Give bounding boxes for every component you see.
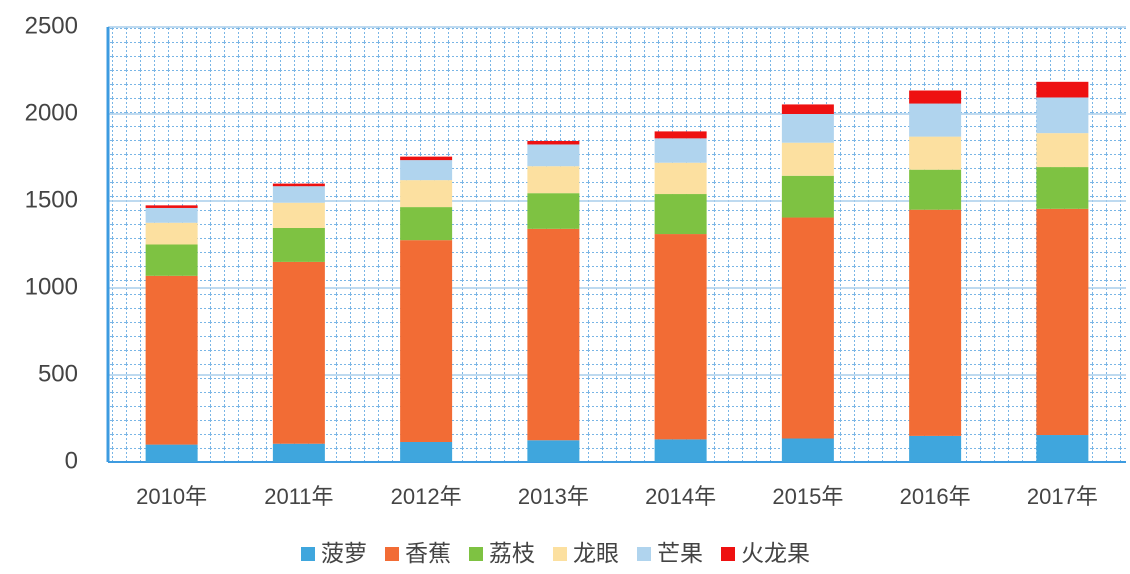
x-tick-label: 2013年: [518, 484, 589, 509]
bar-segment: [1036, 133, 1089, 168]
y-tick-label: 2500: [25, 12, 78, 39]
bar-segment: [654, 138, 707, 163]
bar-segment: [1036, 81, 1089, 98]
bar-segment: [527, 140, 580, 145]
bar-segment: [400, 156, 453, 161]
bar-segment: [1036, 435, 1089, 462]
bar-segment: [1036, 208, 1089, 436]
bar-segment: [145, 275, 198, 445]
legend-swatch: [385, 547, 399, 561]
y-tick-label: 1500: [25, 186, 78, 213]
bar-segment: [272, 202, 325, 228]
bar-segment: [909, 90, 962, 104]
legend-label: 荔枝: [489, 540, 535, 566]
bar-segment: [400, 160, 453, 181]
legend-swatch: [469, 547, 483, 561]
bar-segment: [654, 194, 707, 235]
bar-segment: [909, 103, 962, 137]
bar-segment: [527, 193, 580, 229]
bar-segment: [1036, 167, 1089, 209]
bar-segment: [272, 227, 325, 262]
bar-segment: [654, 131, 707, 139]
bar-segment: [400, 207, 453, 241]
x-tick-label: 2015年: [772, 484, 843, 509]
bar-segment: [781, 438, 834, 462]
bar-segment: [400, 240, 453, 442]
legend-swatch: [721, 547, 735, 561]
bar-segment: [654, 234, 707, 440]
legend-label: 火龙果: [741, 540, 810, 566]
bar-segment: [145, 444, 198, 462]
bar-segment: [909, 136, 962, 170]
bar-segment: [400, 180, 453, 208]
legend-swatch: [301, 547, 315, 561]
bar-segment: [781, 217, 834, 439]
legend-label: 芒果: [657, 540, 703, 566]
bar-segment: [781, 114, 834, 143]
bar-segment: [272, 186, 325, 203]
bar-segment: [909, 435, 962, 462]
bar-segment: [654, 162, 707, 195]
x-tick-label: 2010年: [136, 484, 207, 509]
bar-segment: [527, 228, 580, 441]
bar-segment: [145, 205, 198, 208]
legend-label: 菠萝: [321, 540, 367, 566]
bar-segment: [272, 261, 325, 444]
bar-segment: [781, 104, 834, 114]
legend-label: 龙眼: [573, 540, 619, 566]
bar-segment: [272, 443, 325, 462]
bar-segment: [145, 244, 198, 276]
bar-segment: [781, 142, 834, 176]
bar-segment: [781, 175, 834, 218]
bar-segment: [527, 440, 580, 462]
legend-label: 香蕉: [405, 540, 451, 566]
bar-segment: [145, 207, 198, 223]
x-tick-label: 2014年: [645, 484, 716, 509]
bar-segment: [1036, 97, 1089, 134]
bar-segment: [145, 222, 198, 245]
x-tick-label: 2016年: [900, 484, 971, 509]
x-tick-label: 2012年: [391, 484, 462, 509]
bar-segment: [909, 209, 962, 436]
bar-segment: [400, 441, 453, 462]
legend-swatch: [637, 547, 651, 561]
y-tick-label: 2000: [25, 99, 78, 126]
bar-segment: [527, 166, 580, 194]
y-tick-label: 0: [65, 447, 78, 474]
bar-segment: [909, 169, 962, 210]
bar-segment: [527, 144, 580, 167]
legend-swatch: [553, 547, 567, 561]
bar-segment: [272, 183, 325, 187]
x-tick-label: 2017年: [1027, 484, 1098, 509]
bar-segment: [654, 439, 707, 462]
y-tick-label: 500: [38, 360, 78, 387]
x-tick-label: 2011年: [264, 484, 333, 509]
plot-background: [108, 27, 1126, 462]
y-tick-label: 1000: [25, 273, 78, 300]
